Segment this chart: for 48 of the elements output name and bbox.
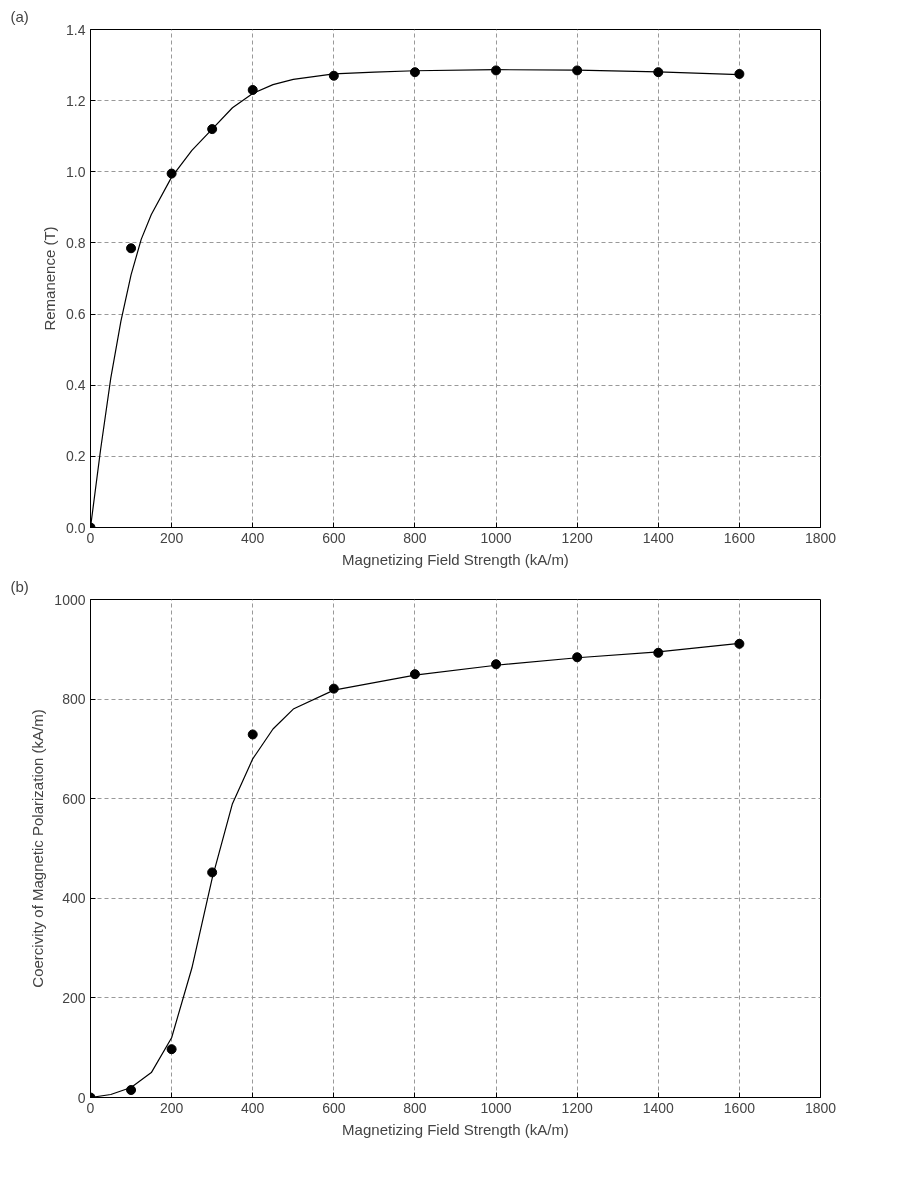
y-axis-title: Coercivity of Magnetic Polarization (kA/m)	[29, 709, 47, 988]
x-tick-label: 1200	[561, 529, 593, 546]
y-tick-label: 0.4	[66, 377, 86, 394]
x-tick-label: 1800	[804, 529, 837, 546]
x-axis-title: Magnetizing Field Strength (kA/m)	[342, 550, 569, 568]
x-tick-label: 1600	[723, 529, 756, 546]
x-tick-label: 400	[241, 529, 265, 546]
x-tick-label: 600	[322, 529, 346, 546]
x-tick-label: 200	[159, 1099, 184, 1116]
x-tick-label: 400	[241, 1099, 265, 1116]
x-tick-label: 800	[403, 529, 427, 546]
point	[409, 67, 420, 78]
text: (a)	[10, 7, 29, 25]
point	[247, 729, 258, 740]
x-tick-label: 1200	[561, 1099, 593, 1116]
x-tick-label: 1400	[642, 529, 675, 546]
y-tick-label: 1.2	[66, 92, 86, 109]
y-tick-label: 200	[62, 989, 86, 1006]
point	[166, 1044, 177, 1055]
point	[166, 168, 177, 179]
y-tick-label: 0.8	[66, 234, 86, 251]
point	[247, 84, 258, 95]
y-tick-label: 0.6	[66, 306, 86, 323]
text: (b)	[10, 577, 29, 595]
point	[491, 65, 502, 76]
y-axis-title: Remanence (T)	[41, 226, 59, 331]
point	[491, 659, 502, 670]
y-tick-label: 1000	[54, 591, 86, 608]
x-tick-label: 1600	[723, 1099, 756, 1116]
point	[328, 683, 339, 694]
y-tick-label: 1.4	[66, 21, 86, 38]
y-tick-label: 800	[62, 691, 86, 708]
point	[126, 243, 137, 254]
point	[734, 638, 745, 649]
x-tick-label: 1400	[642, 1099, 675, 1116]
x-tick-label: 800	[403, 1099, 427, 1116]
point	[734, 68, 745, 79]
y-tick-label: 400	[62, 890, 86, 907]
y-tick-label: 1.0	[66, 163, 86, 180]
x-tick-label: 1000	[480, 529, 512, 546]
x-tick-label: 1800	[804, 1099, 837, 1116]
y-tick-label: 0.0	[66, 519, 86, 536]
x-tick-label: 600	[322, 1099, 346, 1116]
x-axis-title: Magnetizing Field Strength (kA/m)	[342, 1120, 569, 1138]
x-tick-label: 1000	[480, 1099, 512, 1116]
x-tick-label: 200	[159, 529, 184, 546]
y-tick-label: 0.2	[66, 448, 86, 465]
y-tick-label: 600	[62, 790, 86, 807]
